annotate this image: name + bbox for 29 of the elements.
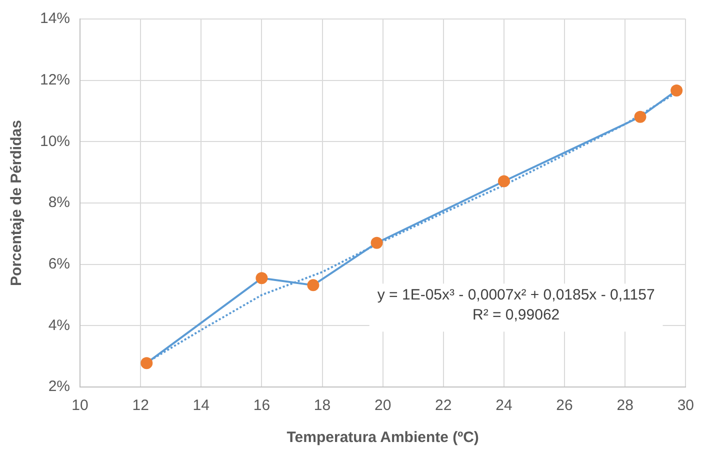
annotation: R² = 0,99062 [472, 306, 560, 324]
x-tick-label: 10 [72, 397, 88, 414]
point [370, 236, 383, 249]
annotation: y = 1E-05x³ - 0,0007x² + 0,0185x - 0,1157 [377, 286, 655, 304]
y-tick-label: 2% [48, 378, 70, 396]
x-tick-label: 16 [253, 397, 270, 414]
point [634, 110, 646, 123]
point [307, 279, 320, 292]
point [670, 84, 683, 96]
y-tick-label: 6% [48, 255, 70, 272]
point [256, 272, 268, 284]
x-tick-label: 24 [496, 397, 512, 414]
x-tick-label: 22 [435, 397, 452, 414]
point [498, 175, 510, 188]
y-tick-label: 4% [48, 316, 70, 334]
x-tick-label: 30 [677, 397, 694, 414]
point [140, 357, 153, 370]
x-tick-label: 14 [192, 397, 210, 414]
y-tick-label: 10% [40, 132, 70, 150]
y-axis-title: Porcentaje de Pérdidas [8, 120, 26, 286]
y-tick-label: 12% [40, 71, 70, 88]
x-tick-label: 12 [132, 397, 149, 414]
x-tick-label: 18 [314, 397, 331, 414]
x-tick-label: 20 [374, 397, 392, 414]
y-tick-label: 14% [40, 10, 70, 28]
y-tick-label: 8% [48, 194, 70, 212]
x-tick-label: 26 [556, 397, 573, 414]
x-axis-title: Temperatura Ambiente (ºC) [286, 429, 479, 446]
x-tick-label: 28 [616, 397, 634, 414]
